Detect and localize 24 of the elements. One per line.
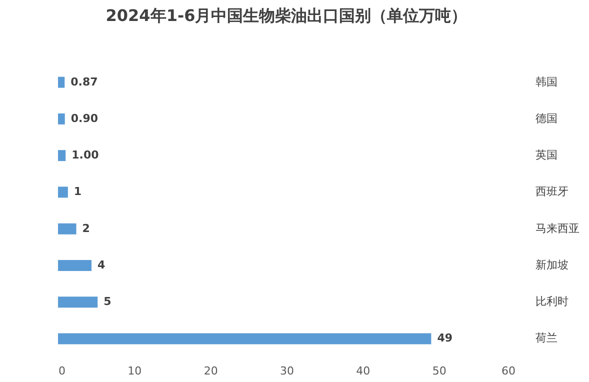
- data-label: 49: [437, 332, 453, 345]
- x-tick-label: 20: [204, 364, 218, 378]
- data-label: 1: [74, 185, 82, 198]
- y-tick-label: 韩国: [536, 75, 558, 88]
- x-tick-label: 10: [128, 364, 142, 378]
- chart-title: 2024年1-6月中国生物柴油出口国别（单位万吨）: [106, 6, 468, 25]
- x-tick-label: 30: [280, 364, 294, 378]
- x-tick-label: 40: [356, 364, 370, 378]
- y-tick-label: 新加坡: [536, 258, 568, 272]
- y-tick-label: 英国: [536, 148, 558, 162]
- y-tick-label: 荷兰: [536, 332, 558, 345]
- x-tick-label: 0: [58, 364, 66, 378]
- y-tick-label: 马来西亚: [536, 222, 580, 235]
- y-tick-label: 德国: [536, 112, 558, 125]
- data-label: 2: [82, 222, 90, 235]
- data-label: 5: [104, 295, 112, 308]
- data-label: 1.00: [72, 148, 100, 162]
- data-label: 4: [98, 258, 106, 272]
- x-tick-label: 50: [432, 364, 446, 378]
- y-tick-label: 西班牙: [536, 185, 568, 198]
- data-label: 0.87: [70, 75, 98, 88]
- x-tick-label: 60: [502, 364, 516, 378]
- y-tick-label: 比利时: [536, 295, 568, 308]
- data-label: 0.90: [70, 112, 98, 125]
